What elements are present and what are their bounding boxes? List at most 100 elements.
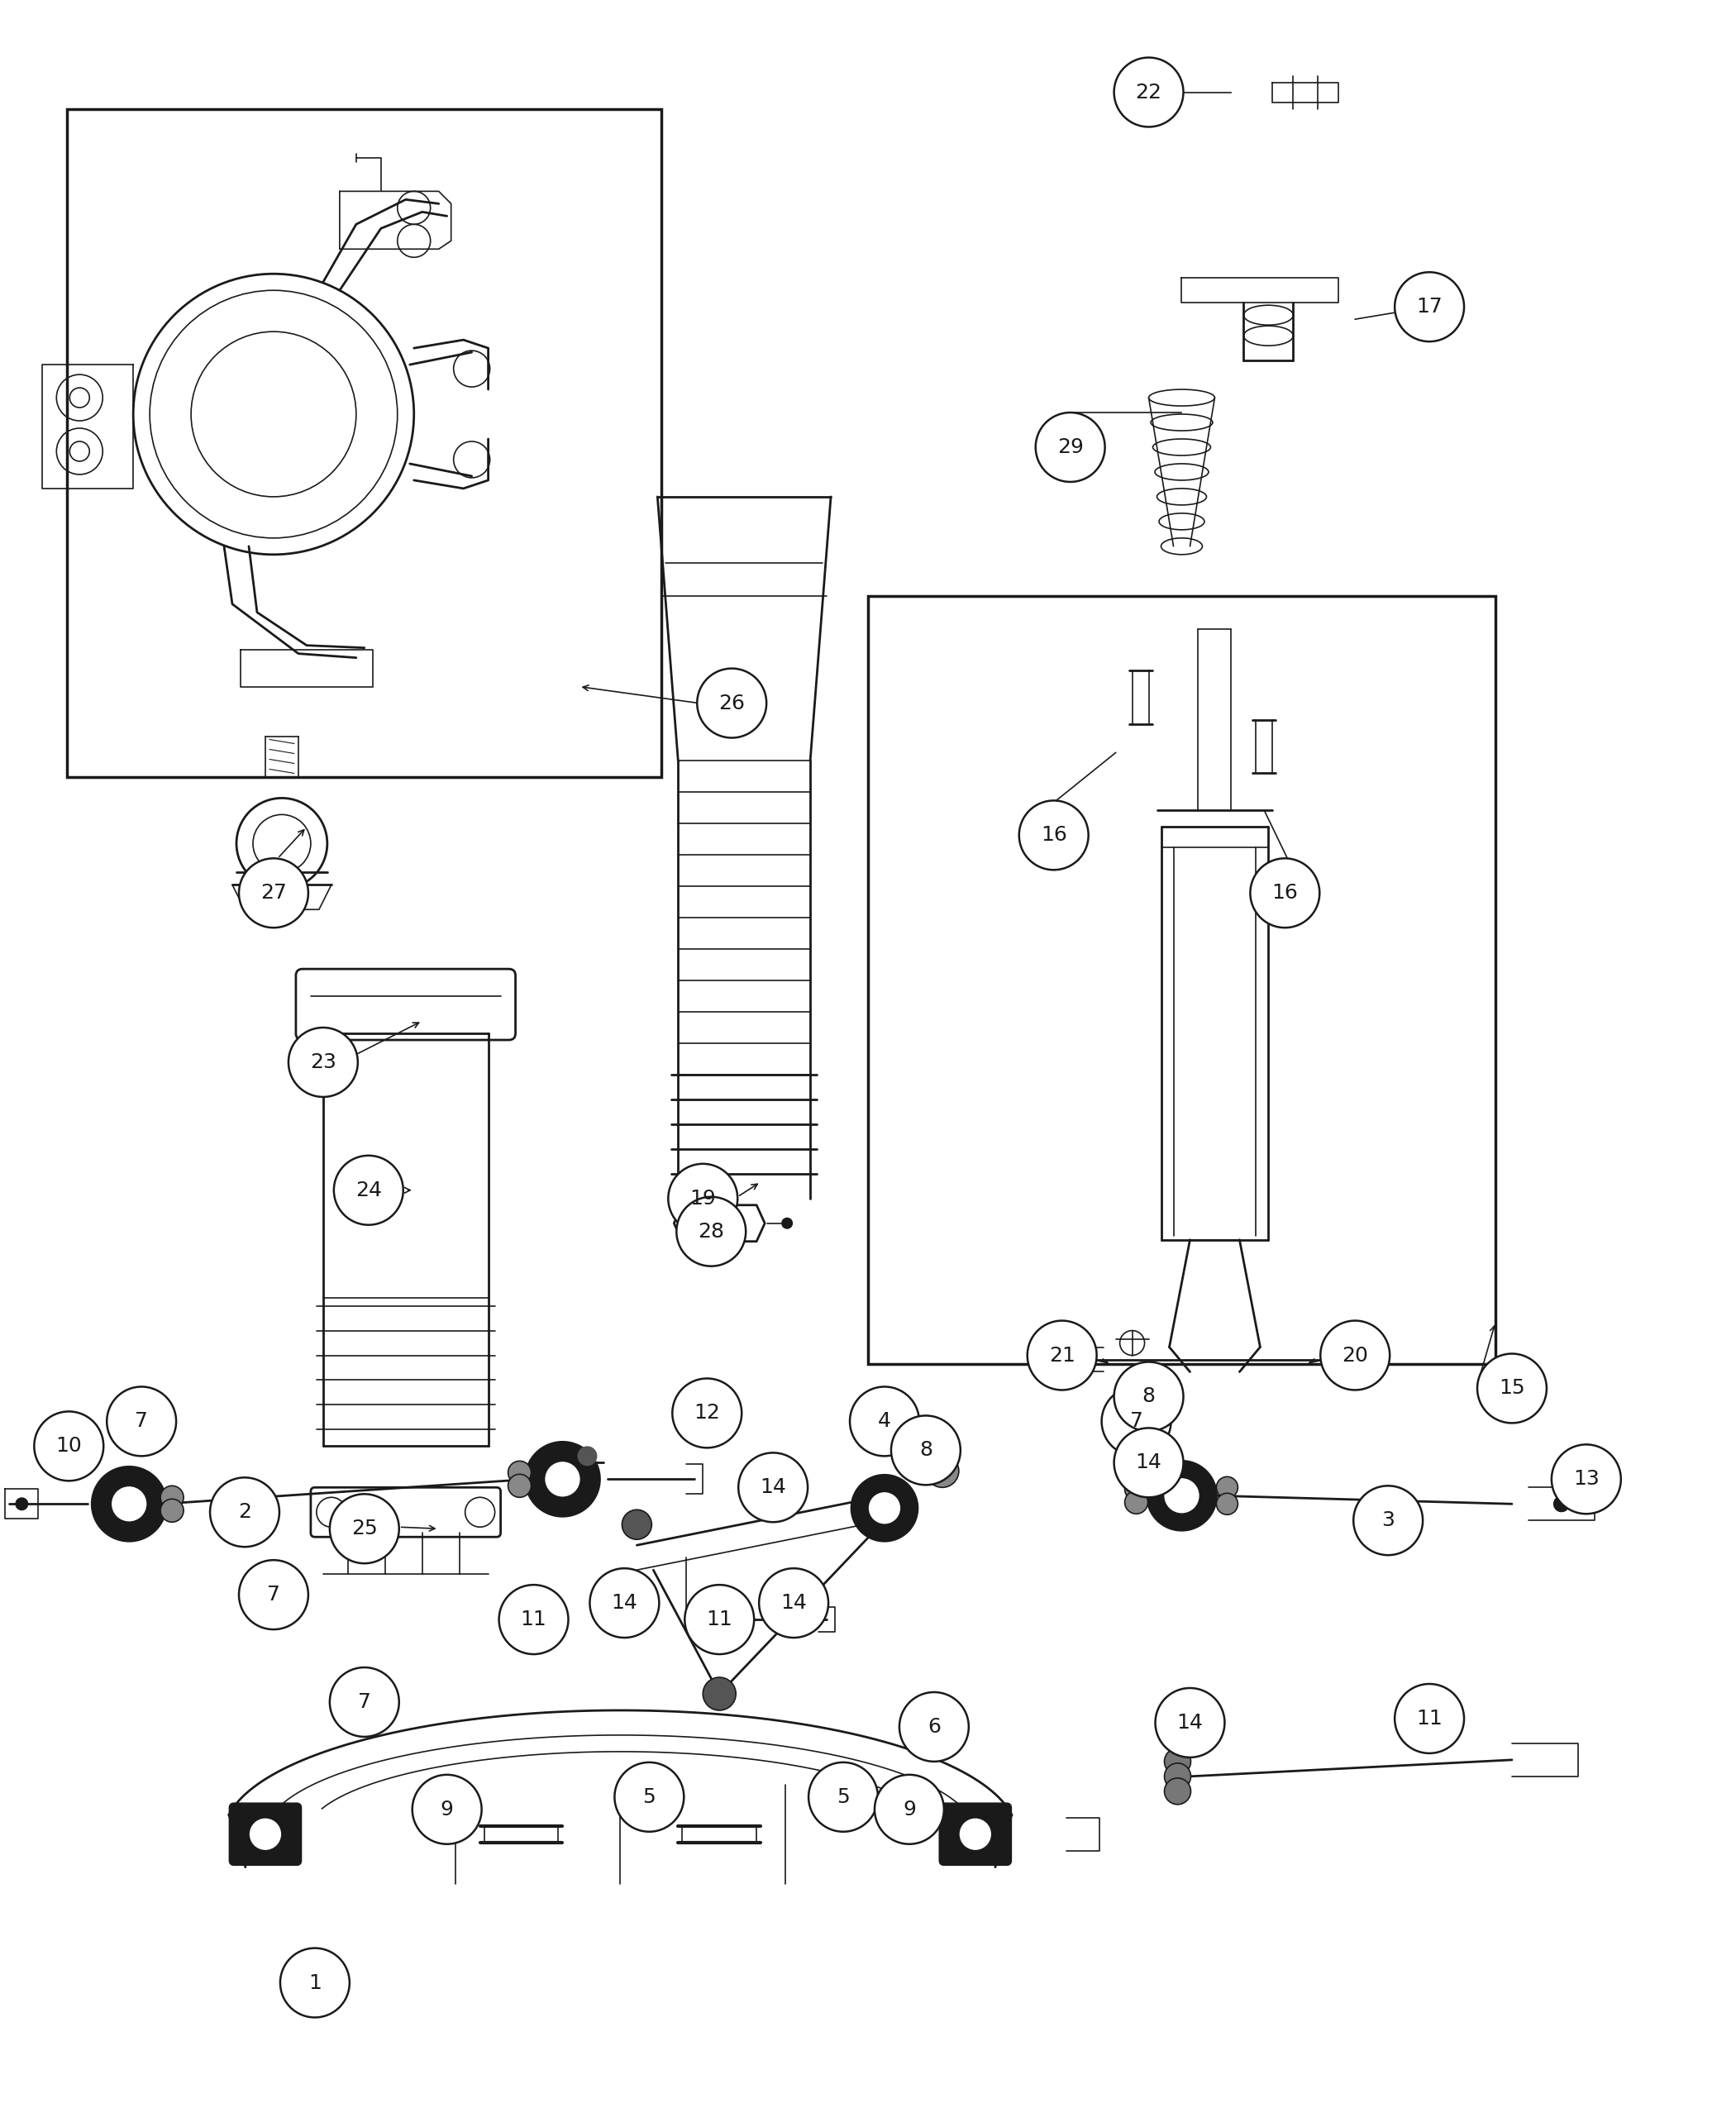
Circle shape — [668, 1164, 738, 1233]
Text: 5: 5 — [642, 1788, 656, 1807]
Circle shape — [578, 1446, 597, 1465]
Circle shape — [851, 1476, 918, 1541]
Text: 14: 14 — [611, 1594, 637, 1613]
Circle shape — [509, 1461, 531, 1484]
Text: 2: 2 — [238, 1503, 252, 1522]
Circle shape — [248, 1817, 281, 1851]
Circle shape — [1394, 272, 1463, 341]
Text: 14: 14 — [1135, 1452, 1161, 1473]
Circle shape — [498, 1585, 568, 1655]
Circle shape — [92, 1467, 167, 1541]
Text: 25: 25 — [351, 1518, 377, 1539]
FancyBboxPatch shape — [229, 1804, 300, 1866]
Circle shape — [1125, 1490, 1147, 1514]
Circle shape — [160, 1499, 184, 1522]
Circle shape — [1165, 1762, 1191, 1790]
Text: 19: 19 — [689, 1189, 715, 1208]
Text: 8: 8 — [918, 1440, 932, 1461]
Text: 17: 17 — [1417, 297, 1443, 316]
Circle shape — [509, 1473, 531, 1497]
Circle shape — [958, 1817, 991, 1851]
Circle shape — [684, 1585, 753, 1655]
Circle shape — [111, 1486, 148, 1522]
Circle shape — [1165, 1748, 1191, 1775]
Circle shape — [590, 1568, 660, 1638]
Circle shape — [875, 1775, 944, 1844]
Circle shape — [1477, 1353, 1547, 1423]
Text: 9: 9 — [441, 1800, 453, 1819]
Circle shape — [615, 1762, 684, 1832]
Circle shape — [240, 858, 309, 928]
FancyBboxPatch shape — [939, 1804, 1010, 1866]
Circle shape — [330, 1667, 399, 1737]
Circle shape — [851, 1387, 918, 1457]
Circle shape — [759, 1568, 828, 1638]
Circle shape — [411, 1775, 481, 1844]
Circle shape — [342, 1172, 361, 1191]
Circle shape — [1036, 413, 1104, 483]
Text: 7: 7 — [135, 1412, 148, 1431]
Text: 4: 4 — [878, 1412, 891, 1431]
Circle shape — [891, 1417, 960, 1484]
Text: 7: 7 — [267, 1585, 279, 1604]
Bar — [868, 597, 1495, 1364]
Circle shape — [698, 668, 767, 738]
Circle shape — [1163, 1478, 1200, 1514]
Text: 3: 3 — [1382, 1511, 1394, 1530]
Circle shape — [240, 1560, 309, 1629]
Circle shape — [1115, 57, 1184, 126]
Text: 15: 15 — [1498, 1379, 1524, 1398]
Text: 28: 28 — [698, 1221, 724, 1242]
Circle shape — [877, 1404, 910, 1438]
Text: 14: 14 — [1177, 1714, 1203, 1733]
Circle shape — [160, 1486, 184, 1509]
Circle shape — [333, 1155, 403, 1225]
Text: 11: 11 — [1417, 1710, 1443, 1729]
Circle shape — [1115, 1427, 1184, 1497]
Text: 13: 13 — [1573, 1469, 1599, 1488]
Text: 7: 7 — [1130, 1412, 1142, 1431]
Circle shape — [330, 1495, 399, 1564]
Circle shape — [703, 1678, 736, 1710]
Text: 14: 14 — [760, 1478, 786, 1497]
Circle shape — [1102, 1387, 1172, 1457]
Text: 22: 22 — [1135, 82, 1161, 101]
Text: 26: 26 — [719, 694, 745, 713]
Circle shape — [621, 1577, 651, 1606]
Text: 1: 1 — [309, 1973, 321, 1992]
Text: 6: 6 — [927, 1716, 941, 1737]
Circle shape — [868, 1492, 901, 1524]
Text: 27: 27 — [260, 883, 286, 902]
Text: 16: 16 — [1040, 826, 1068, 845]
Text: 14: 14 — [781, 1594, 807, 1613]
Circle shape — [1154, 1689, 1224, 1758]
Circle shape — [1394, 1684, 1463, 1754]
Text: 21: 21 — [1049, 1345, 1075, 1366]
Circle shape — [16, 1497, 28, 1511]
Text: 29: 29 — [1057, 436, 1083, 457]
Circle shape — [1552, 1444, 1621, 1514]
Circle shape — [1019, 801, 1088, 871]
Circle shape — [1217, 1478, 1238, 1499]
Circle shape — [108, 1387, 175, 1457]
Circle shape — [1250, 858, 1319, 928]
Text: 24: 24 — [356, 1180, 382, 1199]
Circle shape — [210, 1478, 279, 1547]
Circle shape — [738, 1452, 807, 1522]
Bar — [68, 110, 661, 778]
Text: 9: 9 — [903, 1800, 917, 1819]
Circle shape — [1028, 1320, 1097, 1389]
Circle shape — [288, 1027, 358, 1096]
Text: 11: 11 — [707, 1611, 733, 1629]
Circle shape — [781, 1218, 793, 1229]
Text: 16: 16 — [1272, 883, 1299, 902]
Circle shape — [621, 1509, 651, 1539]
Circle shape — [1147, 1461, 1217, 1530]
Circle shape — [35, 1412, 104, 1480]
Text: 10: 10 — [56, 1436, 82, 1457]
Text: 8: 8 — [1142, 1387, 1156, 1406]
Circle shape — [1165, 1777, 1191, 1804]
Circle shape — [672, 1379, 741, 1448]
Circle shape — [1354, 1486, 1424, 1556]
Circle shape — [677, 1197, 746, 1267]
